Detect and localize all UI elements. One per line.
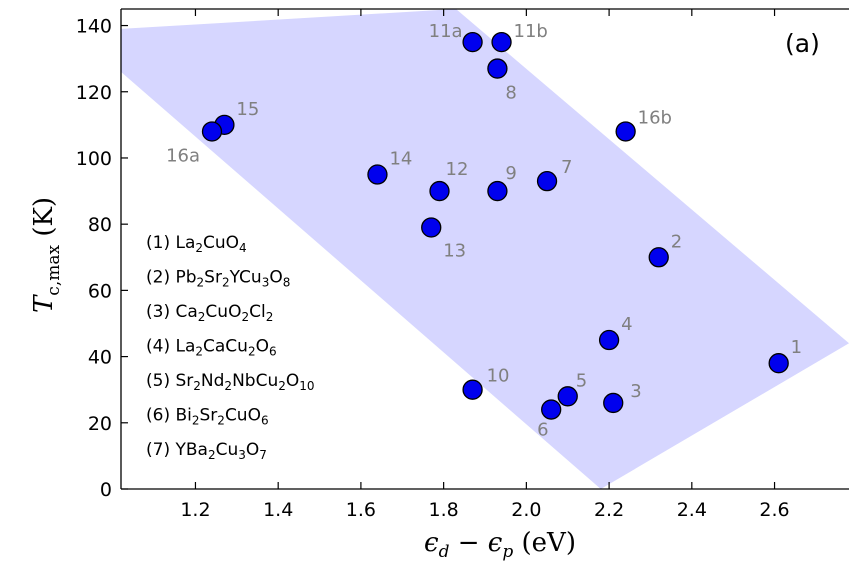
x-tick-label: 1.8 [429, 499, 459, 521]
legend-entry: (3) Ca2CuO2Cl2 [146, 302, 273, 324]
point-label: 7 [561, 157, 572, 178]
point-label: 11a [429, 21, 463, 42]
point-label: 1 [791, 337, 802, 358]
point-label: 10 [487, 366, 510, 387]
point-label: 14 [389, 149, 412, 170]
data-point [615, 121, 636, 142]
data-point [429, 180, 450, 202]
data-point [603, 392, 624, 414]
x-tick-label: 2.6 [759, 499, 789, 521]
shaded-band [121, 9, 849, 489]
y-tick-label: 60 [88, 280, 112, 302]
y-tick-label: 120 [76, 82, 112, 104]
x-tick-label: 1.6 [346, 499, 376, 521]
point-label: 4 [621, 314, 632, 335]
legend-layer: (1) La2CuO4 (2) Pb2Sr2YCu3O8 (3) Ca2CuO2Cl… [146, 233, 315, 462]
legend-entry: (4) La2CaCu2O6 [146, 337, 277, 359]
shaded-band-layer [121, 9, 849, 489]
legend-entry: (7) YBa2Cu3O7 [146, 440, 267, 462]
panel-label: (a) [785, 29, 820, 58]
x-tick-label: 1.4 [263, 499, 293, 521]
data-point [541, 399, 562, 420]
axes-layer: 1.2 1.4 1.6 1.8 2.0 2.2 2.4 2.6 0 20 40 60 80 100 120 1… [76, 8, 849, 521]
y-tick-label: 100 [76, 148, 112, 170]
legend-entry: (2) Pb2Sr2YCu3O8 [146, 268, 290, 290]
point-label: 16b [638, 107, 672, 128]
point-label: 2 [671, 231, 682, 252]
x-axis-title: ϵd − ϵp (eV) [424, 528, 576, 562]
x-tick-label: 2.4 [677, 499, 707, 521]
data-point [536, 170, 558, 192]
data-point [462, 31, 483, 53]
x-tick-label: 2.2 [594, 499, 624, 521]
point-label: 3 [630, 381, 641, 402]
point-label: 9 [505, 163, 516, 184]
data-point [768, 353, 789, 374]
y-tick-label: 140 [76, 16, 112, 38]
data-point [648, 247, 669, 268]
data-point [487, 180, 508, 202]
points-layer [201, 31, 789, 420]
y-tick-label: 0 [100, 479, 112, 501]
data-point [201, 121, 223, 142]
data-point [367, 164, 388, 185]
data-point [491, 31, 512, 53]
data-point [598, 329, 620, 351]
x-tick-label: 2.0 [511, 499, 541, 521]
y-axis-title: Tc,max (K) [29, 197, 64, 313]
y-tick-label: 20 [88, 413, 112, 435]
legend-entry: (6) Bi2Sr2CuO6 [146, 406, 269, 428]
point-label: 5 [576, 370, 587, 391]
data-point [557, 386, 578, 407]
data-point [462, 379, 483, 400]
y-tick-label: 40 [88, 347, 112, 369]
legend-entry: (1) La2CuO4 [146, 233, 247, 255]
data-point [421, 217, 442, 238]
y-tick-label: 80 [88, 214, 112, 236]
legend-entry: (5) Sr2Nd2NbCu2O10 [146, 371, 315, 393]
data-point [487, 58, 508, 79]
point-label: 16a [166, 145, 200, 166]
x-tick-label: 1.2 [180, 499, 210, 521]
point-label: 15 [236, 99, 259, 120]
point-label: 11b [514, 21, 548, 42]
point-label: 13 [443, 240, 466, 261]
point-label: 6 [537, 420, 548, 441]
point-label: 8 [505, 83, 516, 104]
point-label: 12 [446, 159, 469, 180]
